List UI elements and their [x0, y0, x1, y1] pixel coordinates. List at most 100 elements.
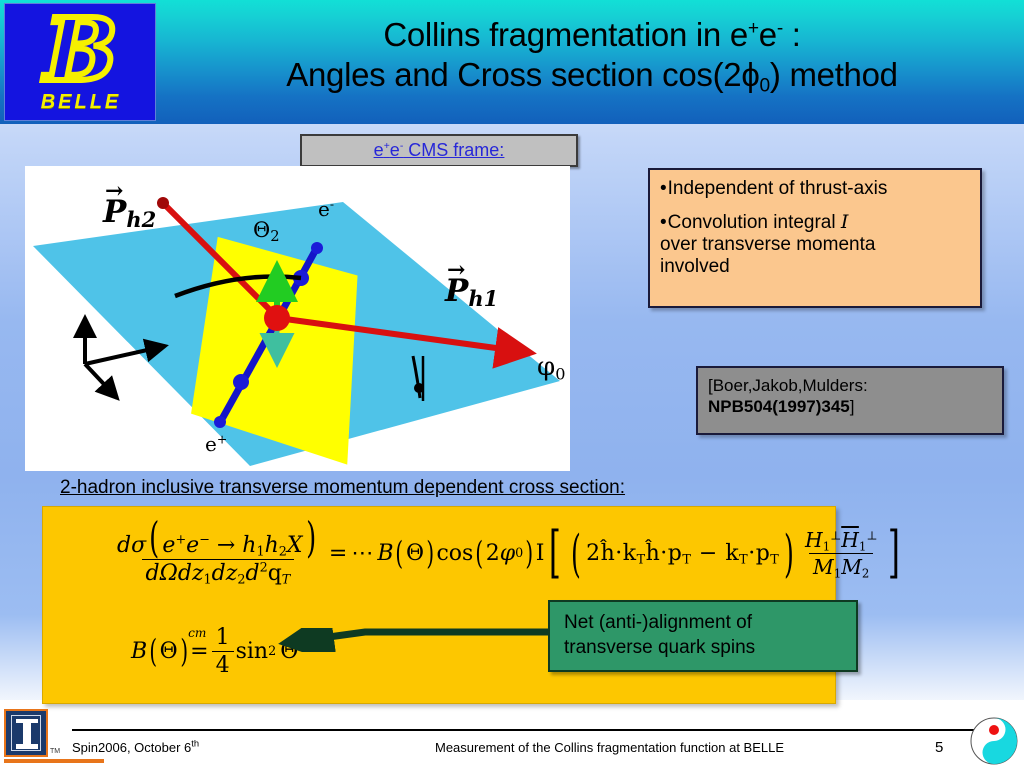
- yin-yang-logo: [970, 717, 1018, 765]
- label-phi0-symbol: φ: [537, 352, 556, 382]
- belle-logo: B BELLE: [4, 3, 156, 121]
- title-line-2-phi: ϕ: [741, 55, 760, 93]
- citation-line-2: NPB504(1997)345]: [708, 396, 992, 417]
- dz-2: dz: [211, 561, 238, 586]
- p-vector-1: p: [667, 541, 683, 566]
- trademark-mark: TM: [50, 748, 61, 755]
- sin-function: sin: [235, 639, 269, 664]
- arrow-symbol: →: [216, 533, 236, 558]
- cross-section-equation: dσ(e+e− → h1h2X) dΩdz1dz2d2qT = ⋯ B (Θ) co…: [111, 513, 905, 588]
- cms-sup2: -: [399, 141, 404, 152]
- ellipsis: ⋯: [351, 541, 374, 566]
- e-plus: e: [162, 533, 176, 558]
- positron-beam-line: [218, 313, 284, 421]
- two-factor: 2: [485, 541, 500, 566]
- title-line-1-mid: e: [758, 16, 777, 53]
- denominator-four: 4: [211, 651, 234, 678]
- d-squared: d: [245, 561, 260, 586]
- bullet-item-2-post: over transverse momenta: [660, 234, 876, 256]
- label-theta2: Θ2: [253, 218, 280, 246]
- convolution-I: I: [535, 541, 545, 566]
- title-line-2: Angles and Cross section cos(2ϕ0) method: [160, 55, 1024, 95]
- cms-frame-label: e+e- CMS frame:: [374, 140, 505, 161]
- dot-2: ·: [660, 541, 668, 566]
- B-symbol: B: [131, 639, 148, 664]
- belle-logo-word: BELLE: [40, 91, 122, 113]
- label-phi0: φ0: [537, 352, 565, 382]
- illinois-orange-bar: [4, 759, 104, 763]
- collins-denominator: M1M2: [809, 553, 874, 579]
- cms-sup1: +: [383, 141, 390, 152]
- page-title: Collins fragmentation in e+e- : Angles a…: [160, 16, 1024, 95]
- M-2: M: [841, 555, 862, 579]
- interaction-vertex: [264, 305, 290, 331]
- footer-left-text: Spin2006, October 6: [72, 740, 192, 755]
- citation-close-bracket: ]: [849, 397, 855, 417]
- d-omega-dz: dΩdz: [145, 561, 204, 586]
- one-quarter-fraction: 1 4: [211, 625, 234, 678]
- label-electron-sup: -: [329, 196, 335, 212]
- ph1-vector: [277, 315, 537, 369]
- equals-sign-1: =: [328, 541, 348, 566]
- citation-box: [Boer,Jakob,Mulders: NPB504(1997)345]: [696, 366, 1004, 435]
- label-theta2-sub: 2: [270, 228, 280, 246]
- title-line-1-sup1: +: [747, 18, 759, 39]
- collins-function-fraction: H1⊥H1⊥ M1M2: [801, 528, 881, 579]
- varphi-symbol: φ: [499, 541, 516, 566]
- label-theta2-symbol: Θ: [253, 218, 271, 242]
- positron-marker: [233, 374, 249, 390]
- q-sub-T: T: [281, 572, 291, 588]
- numerator-one: 1: [215, 625, 230, 650]
- green-callout-arrow: [278, 628, 555, 652]
- Theta-symbol-2: Θ: [159, 639, 178, 664]
- diagram-svg: [33, 197, 560, 466]
- q-symbol: q: [267, 561, 282, 586]
- close-bracket: ]: [888, 520, 901, 586]
- label-positron: e+: [205, 432, 227, 456]
- M-1: M: [813, 555, 834, 579]
- h-hat-2: ĥ: [645, 541, 661, 566]
- footer-left-sup: th: [191, 738, 200, 749]
- close-paren-2: ): [784, 523, 795, 583]
- ph2-endpoint: [157, 197, 169, 209]
- bullet-item-1-text: Independent of thrust-axis: [667, 178, 888, 199]
- H-perp-1: H: [805, 528, 823, 552]
- minus-sign: −: [698, 541, 718, 566]
- dot-1: ·: [615, 541, 623, 566]
- bullet-char-2: •: [660, 212, 667, 234]
- phi0-dot: [414, 383, 424, 393]
- kinematics-diagram: → Ph2 Θ2 e- e+ → Ph1 φ0: [25, 166, 570, 471]
- Theta-symbol-1: Θ: [405, 541, 424, 566]
- title-line-1-pre: Collins fragmentation in e: [383, 16, 748, 53]
- cross-section-numerator: dσ(e+e− → h1h2X): [117, 513, 316, 562]
- close-paren-1: ): [305, 513, 316, 562]
- cm-superscript: cm: [188, 626, 207, 640]
- label-p-h1-sub: h1: [468, 286, 499, 311]
- phi0-arc: [411, 355, 422, 399]
- label-positron-symbol: e: [205, 432, 217, 456]
- p-vector-2: p: [755, 541, 771, 566]
- title-line-1-sup2: -: [776, 18, 783, 39]
- e-minus: e: [186, 533, 200, 558]
- slide-background-bottom: [0, 700, 1024, 768]
- cms-pre: e: [373, 140, 384, 160]
- dot-3: ·: [748, 541, 756, 566]
- footer-left: Spin2006, October 6th: [72, 738, 200, 755]
- two-hadron-caption: 2-hadron inclusive transverse momentum d…: [60, 477, 626, 498]
- label-p-h2-sub: h2: [126, 207, 157, 232]
- label-p-h1: → Ph1: [445, 257, 499, 311]
- open-paren-2: (: [571, 523, 582, 583]
- illinois-logo: [4, 709, 48, 757]
- notes-box: •Independent of thrust-axis •Convolution…: [648, 168, 982, 308]
- footer-center: Measurement of the Collins fragmentation…: [435, 740, 785, 755]
- belle-logo-letter: B: [42, 3, 121, 104]
- label-phi0-sub: 0: [555, 364, 566, 384]
- title-line-1-post: :: [782, 16, 801, 53]
- open-paren-1: (: [149, 513, 160, 562]
- title-line-2-pre: Angles and Cross section cos(2: [286, 55, 742, 93]
- cos-function: cos: [436, 541, 474, 566]
- bullet-item-2-pre: Convolution integral: [667, 212, 841, 234]
- H-bar-perp: H: [841, 528, 859, 552]
- X-symbol: X: [286, 533, 303, 558]
- footer-rule: [72, 729, 996, 731]
